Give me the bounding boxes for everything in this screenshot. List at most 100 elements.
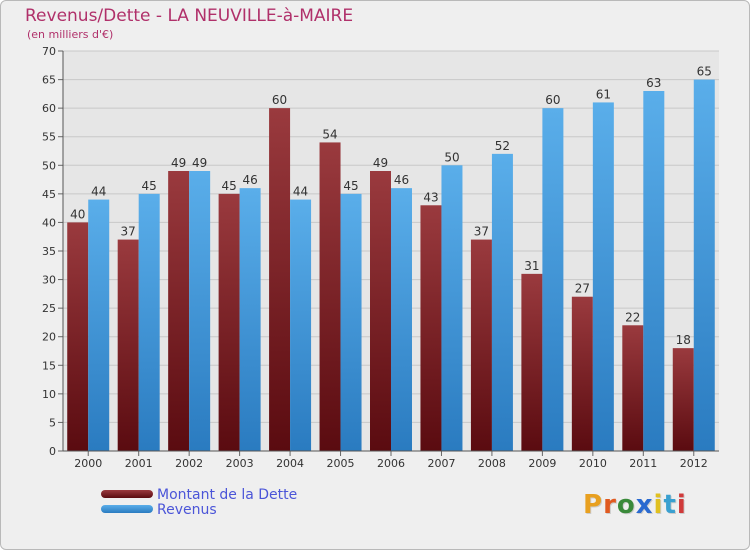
y-tick-label: 0 [49,445,56,458]
bar-dette [622,325,644,451]
bar-revenus [189,171,211,451]
bar-revenus [441,165,463,452]
bar-value-label: 49 [192,156,207,170]
bar-value-label: 65 [697,65,712,79]
bar-value-label: 50 [444,150,459,164]
bar-value-label: 22 [625,310,640,324]
bar-value-label: 37 [474,225,489,239]
bar-value-label: 49 [171,156,186,170]
bar-value-label: 43 [423,190,438,204]
y-tick-label: 45 [42,188,56,201]
logo-letter: o [616,490,636,520]
bar-value-label: 18 [676,333,691,347]
logo-letter: t [663,490,677,520]
bar-value-label: 40 [70,207,85,221]
legend-swatch-revenus [101,505,153,513]
logo-letter: i [676,490,687,520]
logo-letter: x [635,490,654,520]
chart-title: Revenus/Dette - LA NEUVILLE-à-MAIRE [25,6,354,26]
bar-value-label: 45 [142,179,157,193]
proxiti-logo: Proxiti [583,490,687,520]
bar-value-label: 31 [524,259,539,273]
bar-dette [218,193,240,451]
bar-revenus [239,188,261,451]
bar-dette [370,171,391,451]
bar-revenus [138,193,160,451]
bar-value-label: 52 [495,139,510,153]
y-tick-label: 50 [42,159,56,172]
bar-revenus [592,102,614,451]
bar-value-label: 44 [293,185,308,199]
bar-dette [521,273,543,451]
bar-value-label: 46 [242,173,257,187]
x-tick-label: 2012 [680,457,708,470]
data-labels: 40 44 37 45 49 49 45 46 60 44 54 45 49 46 43 50 37 52 31 60… [70,65,712,348]
x-tick-label: 2000 [74,457,102,470]
bar-revenus [693,79,715,452]
x-tick-label: 2010 [579,457,607,470]
x-tick-label: 2001 [125,457,153,470]
bar-value-label: 27 [575,282,590,296]
bar-value-label: 44 [91,185,106,199]
y-tick-label: 5 [49,416,56,429]
bar-value-label: 63 [646,76,661,90]
y-tick-label: 40 [42,216,56,229]
bar-dette [319,142,341,451]
x-tick-label: 2003 [226,457,254,470]
bar-value-label: 54 [322,127,337,141]
bar-value-label: 45 [221,179,236,193]
bar-value-label: 45 [343,179,358,193]
x-tick-label: 2011 [629,457,657,470]
legend-label-revenus: Revenus [157,502,217,518]
legend-swatch-dette [101,490,153,498]
logo-letter: P [583,490,604,520]
y-tick-label: 70 [42,45,56,58]
logo-letter: i [653,490,664,520]
bar-revenus [340,193,362,451]
y-tick-label: 25 [42,302,56,315]
bars [67,79,715,452]
bar-revenus [542,108,564,452]
bar-dette [67,222,89,451]
bar-value-label: 60 [545,93,560,107]
y-tick-label: 20 [42,331,56,344]
bar-value-label: 49 [373,156,388,170]
x-tick-label: 2008 [478,457,506,470]
logo-letter: r [603,490,617,520]
bar-dette [672,348,694,451]
y-tick-label: 60 [42,102,56,115]
bar-value-label: 46 [394,173,409,187]
x-tick-label: 2005 [327,457,355,470]
x-tick-label: 2006 [377,457,405,470]
bar-revenus [88,199,110,451]
bar-dette [269,108,291,452]
chart-subtitle: (en milliers d'€) [27,28,114,41]
x-axis-ticks: 2000 2001 2002 2003 2004 2005 2006 2007 2008 2009… [74,451,708,470]
bar-dette [571,296,593,451]
x-tick-label: 2002 [175,457,203,470]
x-tick-label: 2004 [276,457,304,470]
y-tick-label: 55 [42,131,56,144]
y-tick-label: 15 [42,359,56,372]
x-tick-label: 2007 [427,457,455,470]
bar-revenus [391,188,412,451]
legend-label-dette: Montant de la Dette [157,487,298,503]
y-tick-label: 35 [42,245,56,258]
bar-value-label: 37 [121,225,136,239]
bar-dette [420,205,442,451]
y-tick-label: 65 [42,74,56,87]
bar-revenus [491,153,513,451]
bar-revenus [643,91,665,451]
bar-dette [168,171,190,451]
y-axis-ticks: 0 5 10 15 20 25 30 35 40 45 50 55 60 65 70 [42,45,63,458]
x-tick-label: 2009 [528,457,556,470]
bar-dette [470,239,492,451]
bar-value-label: 60 [272,93,287,107]
bar-revenus [290,199,312,451]
y-tick-label: 30 [42,274,56,287]
bar-value-label: 61 [596,87,611,101]
bar-dette [117,239,139,451]
y-tick-label: 10 [42,388,56,401]
